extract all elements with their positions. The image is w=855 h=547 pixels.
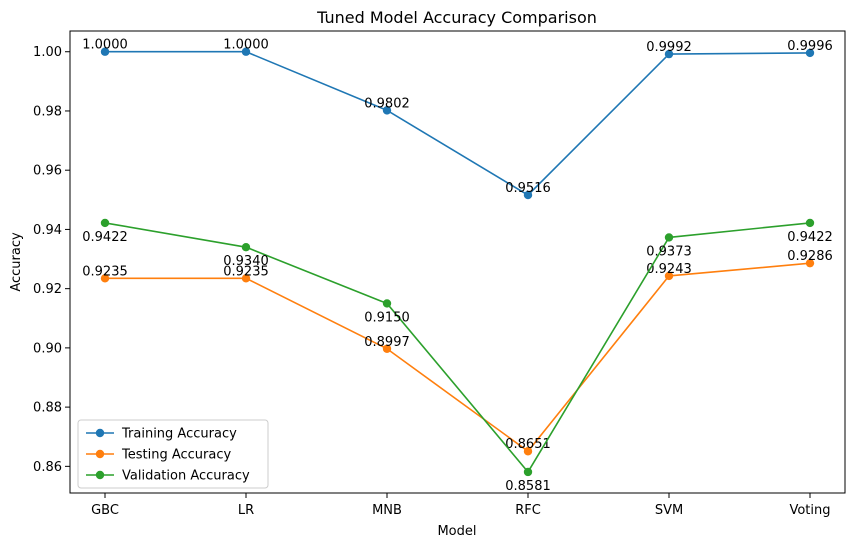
data-point bbox=[382, 299, 392, 308]
data-label: 0.9992 bbox=[646, 40, 692, 55]
data-point bbox=[805, 258, 815, 268]
y-axis-label: Accuracy bbox=[9, 232, 24, 292]
data-point bbox=[523, 190, 533, 200]
data-point bbox=[805, 48, 815, 58]
data-label: 0.9516 bbox=[505, 181, 551, 196]
series-3: 0.9422 0.9340 0.9150 0.8581 0.9373 0.9422 bbox=[82, 218, 833, 494]
y-tick-label: 0.94 bbox=[33, 223, 62, 238]
legend-marker bbox=[95, 449, 105, 459]
y-tick-label: 0.92 bbox=[33, 282, 62, 297]
chart-title: Tuned Model Accuracy Comparison bbox=[316, 8, 597, 27]
data-point bbox=[805, 218, 815, 228]
data-point bbox=[241, 274, 251, 283]
data-point bbox=[382, 106, 392, 115]
data-label: 0.8581 bbox=[505, 479, 551, 494]
legend: Training Accuracy Testing Accuracy Validat… bbox=[77, 419, 269, 489]
data-label: 0.9150 bbox=[364, 310, 410, 325]
legend-marker bbox=[95, 470, 105, 480]
data-label: 0.9373 bbox=[646, 244, 692, 259]
data-point bbox=[664, 233, 674, 242]
data-label: 0.9422 bbox=[787, 230, 833, 245]
x-tick-label: Voting bbox=[789, 503, 830, 518]
x-tick-label: MNB bbox=[372, 503, 402, 518]
data-label: 0.9802 bbox=[364, 96, 410, 111]
series-line bbox=[104, 222, 811, 474]
legend-entry: Validation Accuracy bbox=[122, 469, 250, 484]
data-point bbox=[664, 49, 674, 59]
x-axis-label: Model bbox=[437, 524, 476, 539]
data-point bbox=[100, 47, 110, 56]
data-point bbox=[382, 344, 392, 353]
x-tick-label: LR bbox=[238, 503, 254, 518]
series-1: 1.0000 1.0000 0.9802 0.9516 0.9992 0.9996 bbox=[82, 38, 833, 200]
series-layer: 1.0000 1.0000 0.9802 0.9516 0.9992 0.9996 0.92… bbox=[82, 38, 833, 494]
y-tick-label: 0.90 bbox=[33, 341, 62, 356]
y-tick-label: 0.96 bbox=[33, 164, 62, 179]
data-label: 0.9422 bbox=[82, 230, 128, 245]
y-tick-label: 0.86 bbox=[33, 460, 62, 475]
data-label: 0.9286 bbox=[787, 249, 833, 264]
data-point bbox=[100, 274, 110, 283]
legend-entry: Testing Accuracy bbox=[121, 448, 231, 463]
data-label: 0.9996 bbox=[787, 39, 833, 54]
legend-box bbox=[77, 419, 269, 489]
data-label: 1.0000 bbox=[82, 38, 128, 53]
y-tick-label: 0.88 bbox=[33, 401, 62, 416]
series-line bbox=[105, 262, 811, 453]
data-label: 0.9235 bbox=[82, 264, 128, 279]
x-tick-label: GBC bbox=[91, 503, 119, 518]
data-point bbox=[523, 467, 533, 477]
data-label: 1.0000 bbox=[223, 38, 269, 53]
y-axis: 0.86 0.88 0.90 0.92 0.94 0.96 0.98 1.00 bbox=[33, 45, 70, 475]
data-label: 0.8997 bbox=[364, 335, 410, 350]
data-label: 0.9235 bbox=[223, 264, 269, 279]
data-point bbox=[664, 271, 674, 281]
y-tick-label: 0.98 bbox=[33, 104, 62, 119]
x-tick-label: SVM bbox=[655, 503, 683, 518]
data-point bbox=[100, 218, 110, 228]
data-label: 0.9340 bbox=[223, 254, 269, 269]
series-2: 0.9235 0.9235 0.8997 0.8651 0.9243 0.9286 bbox=[82, 249, 833, 456]
data-label: 0.8651 bbox=[505, 437, 551, 452]
y-tick-label: 1.00 bbox=[33, 45, 62, 60]
data-point bbox=[523, 447, 533, 456]
data-point bbox=[241, 242, 251, 252]
data-point bbox=[241, 47, 251, 56]
data-label: 0.9243 bbox=[646, 262, 692, 277]
legend-marker bbox=[95, 428, 105, 438]
series-line bbox=[105, 50, 811, 197]
x-tick-label: RFC bbox=[515, 503, 541, 518]
legend-entry: Training Accuracy bbox=[121, 427, 237, 442]
plot-frame bbox=[69, 30, 846, 494]
x-axis: GBC LR MNB RFC SVM Voting bbox=[91, 493, 831, 518]
